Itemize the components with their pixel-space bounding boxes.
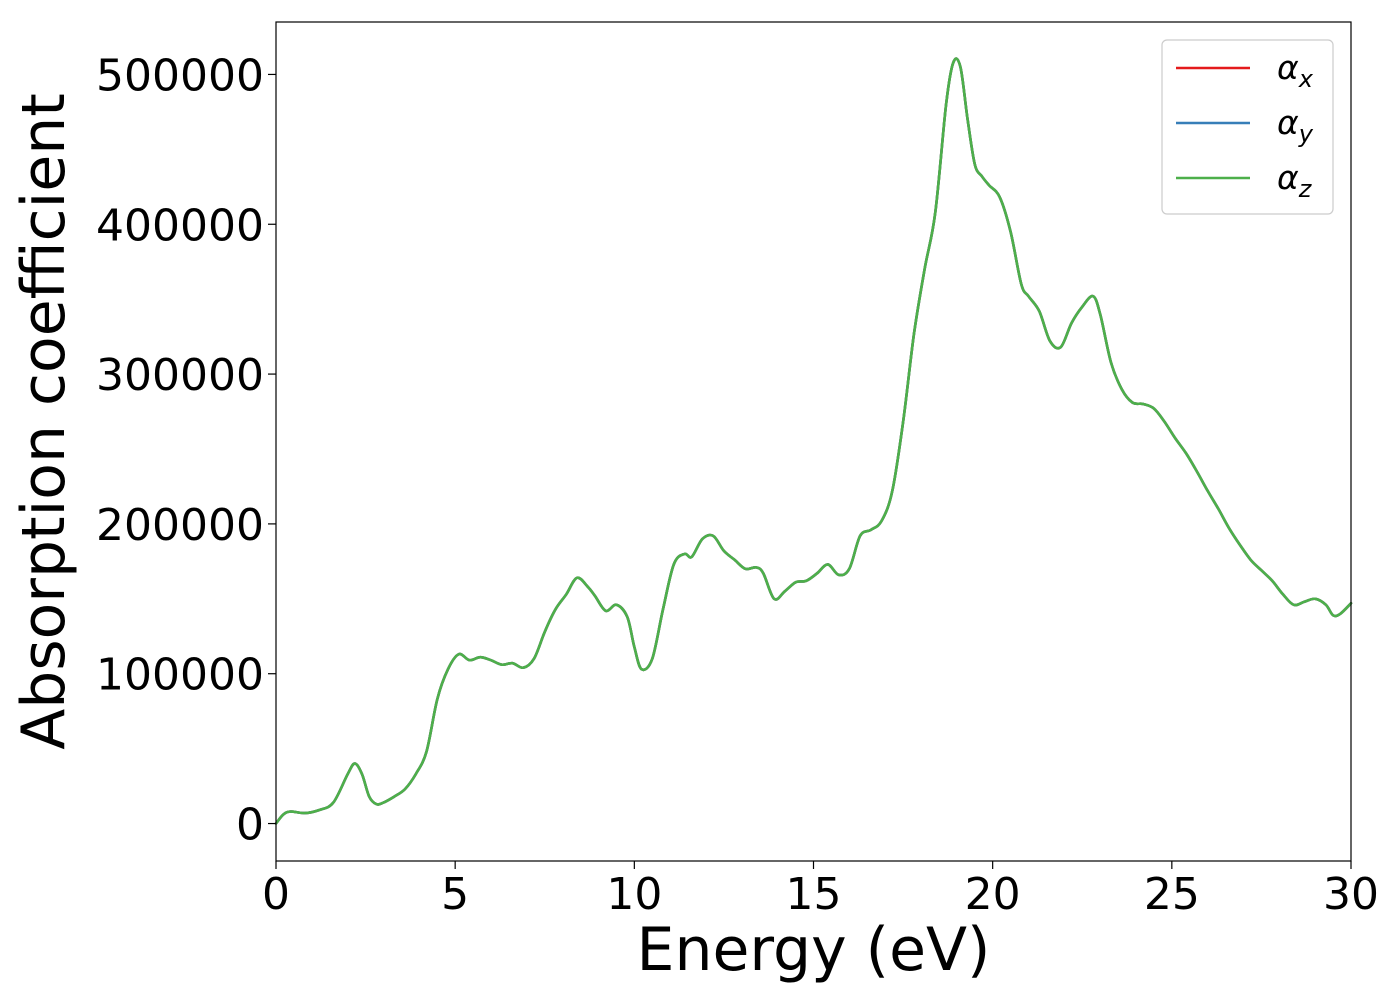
x-tick-label: 5 — [441, 869, 469, 920]
x-tick-label: 25 — [1144, 869, 1200, 920]
series-line-alpha-z — [274, 57, 1353, 825]
x-tick-label: 0 — [262, 869, 290, 920]
x-tick-label: 10 — [606, 869, 662, 920]
y-tick-label: 500000 — [96, 50, 264, 101]
series-layer — [274, 57, 1353, 825]
x-tick-label: 30 — [1323, 869, 1379, 920]
y-tick-label: 100000 — [96, 650, 264, 701]
legend-box — [1161, 39, 1334, 215]
y-tick-label: 0 — [236, 800, 264, 851]
y-axis-title: Absorption coefficient — [9, 93, 79, 750]
y-tick-label: 200000 — [96, 500, 264, 551]
y-tick-label: 300000 — [96, 350, 264, 401]
x-tick-label: 20 — [965, 869, 1021, 920]
y-axis: 0 100000 200000 300000 400000 500000 — [96, 50, 276, 851]
x-axis: 0 5 10 15 20 25 30 — [262, 861, 1379, 920]
x-axis-title: Energy (eV) — [637, 915, 991, 985]
y-tick-label: 400000 — [96, 200, 264, 251]
x-tick-label: 15 — [786, 869, 842, 920]
